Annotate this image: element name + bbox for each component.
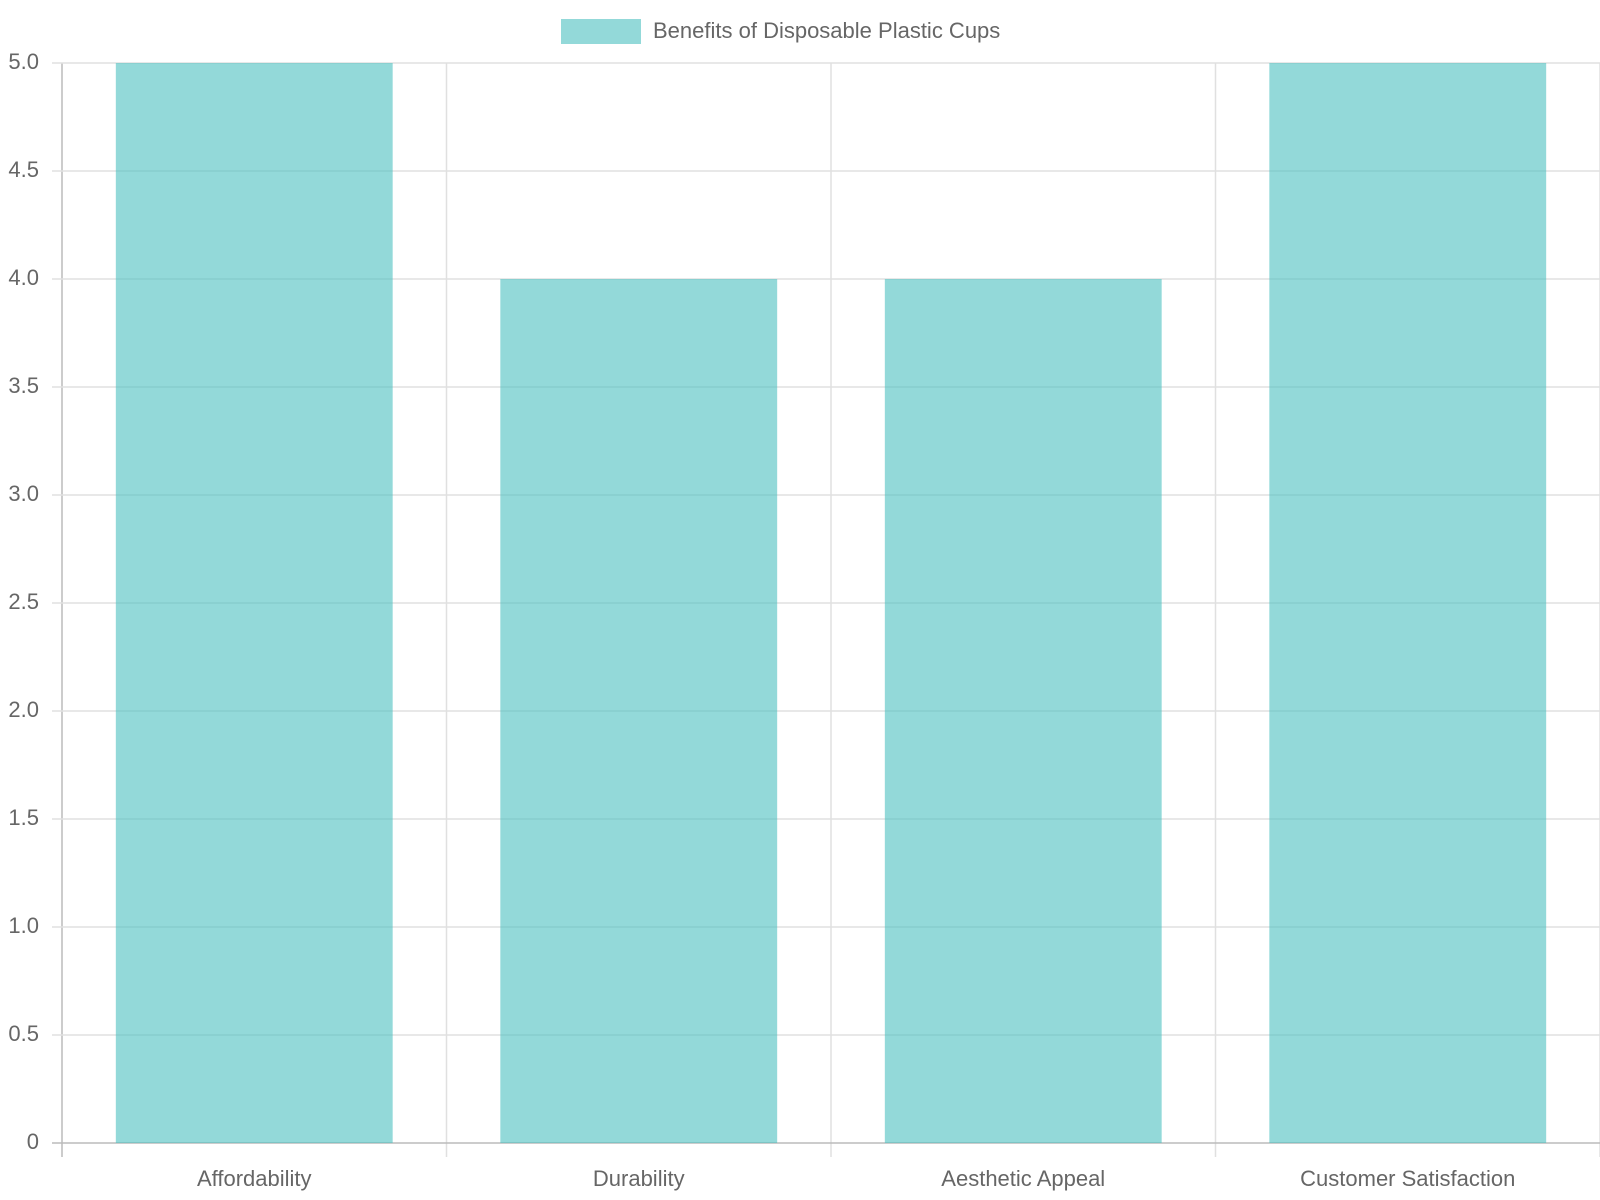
- legend-label: Benefits of Disposable Plastic Cups: [653, 18, 1000, 43]
- y-tick-label: 2.5: [8, 589, 39, 614]
- bar: [884, 279, 1162, 1143]
- x-tick-label: Aesthetic Appeal: [941, 1166, 1105, 1191]
- y-tick-label: 1.5: [8, 805, 39, 830]
- y-tick-label: 0.5: [8, 1021, 39, 1046]
- y-tick-label: 1.0: [8, 913, 39, 938]
- bar: [115, 63, 393, 1143]
- y-tick-label: 4.0: [8, 265, 39, 290]
- bar: [500, 279, 778, 1143]
- y-tick-label: 0: [27, 1129, 39, 1154]
- y-tick-label: 4.5: [8, 157, 39, 182]
- x-tick-label: Durability: [593, 1166, 685, 1191]
- legend-swatch: [561, 19, 641, 44]
- y-tick-label: 5.0: [8, 49, 39, 74]
- y-tick-label: 3.0: [8, 481, 39, 506]
- x-tick-label: Affordability: [197, 1166, 312, 1191]
- y-tick-label: 3.5: [8, 373, 39, 398]
- y-tick-label: 2.0: [8, 697, 39, 722]
- bar: [1269, 63, 1547, 1143]
- x-tick-label: Customer Satisfaction: [1300, 1166, 1515, 1191]
